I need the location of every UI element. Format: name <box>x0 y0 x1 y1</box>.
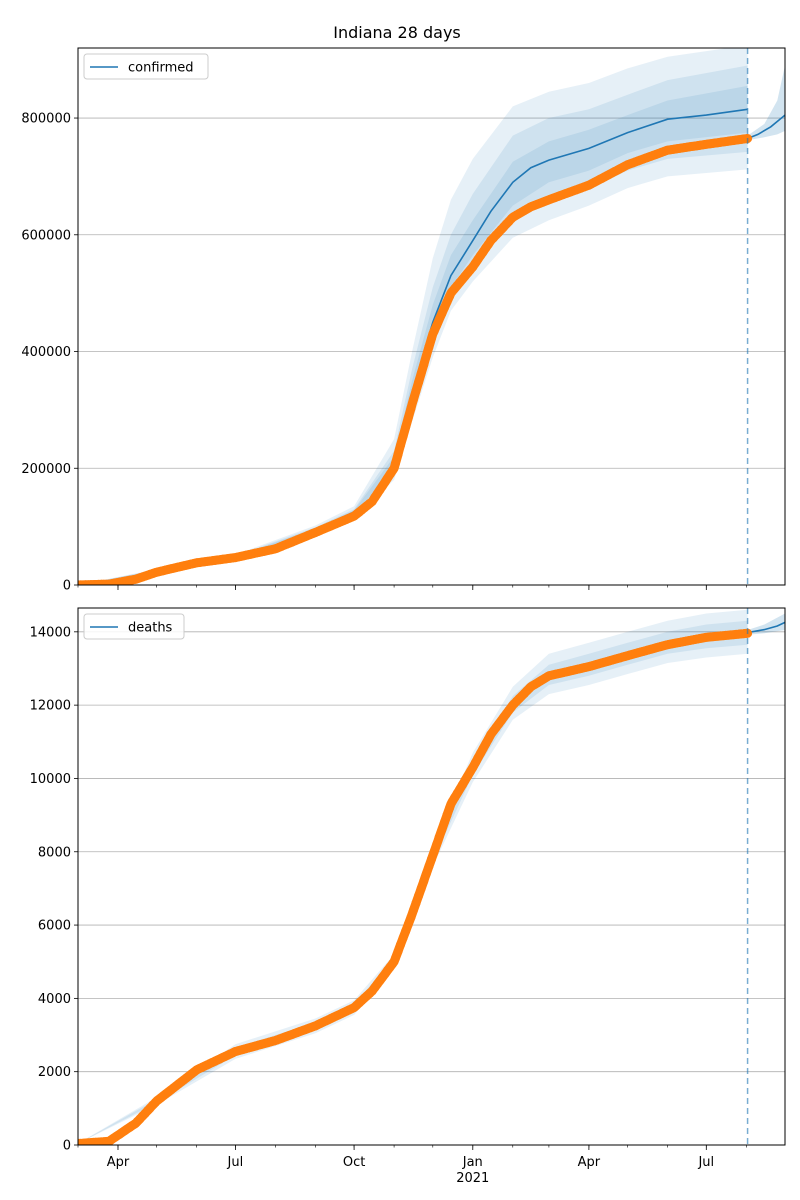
y-tick-label: 800000 <box>21 112 71 127</box>
observed-point <box>390 459 400 469</box>
observed-point <box>442 810 452 820</box>
legend-box <box>83 53 209 80</box>
plot-area <box>78 48 785 585</box>
y-tick-label: 14000 <box>30 625 71 640</box>
x-tick-label: Jul <box>227 1155 244 1170</box>
observed-point <box>741 628 751 638</box>
y-tick-label: 4000 <box>38 992 71 1007</box>
chart-title: Indiana 28 days <box>333 23 461 42</box>
forecast-line <box>747 114 785 140</box>
observed-point <box>398 431 408 441</box>
observed-point <box>419 876 429 886</box>
observed-point <box>416 368 426 378</box>
legend: deaths <box>83 613 185 640</box>
observed-point <box>427 333 436 343</box>
observed-point <box>403 413 413 423</box>
observed-markers <box>78 628 751 1145</box>
x-tick-label: Apr <box>107 1155 130 1170</box>
legend-box <box>83 613 185 640</box>
observed-point <box>414 377 424 387</box>
observed-point <box>398 933 408 943</box>
legend: confirmed <box>83 53 209 80</box>
axes-frame <box>77 607 786 1146</box>
y-tick-label: 10000 <box>30 772 71 787</box>
forecast-band <box>747 613 785 635</box>
observed-point <box>396 940 405 950</box>
observed-point <box>424 342 434 352</box>
observed-point <box>403 919 413 929</box>
observed-point <box>432 839 442 849</box>
observed-point <box>419 360 429 370</box>
observed-point <box>427 854 436 864</box>
deaths-panel: 0 2000 4000 6000 8000 10000 12000 14000 deaths <box>30 607 786 1154</box>
legend-label: confirmed <box>128 61 194 76</box>
observed-point <box>741 134 751 144</box>
y-tick-label: 0 <box>63 579 71 594</box>
observed-point <box>437 825 447 835</box>
observed-point <box>439 817 449 827</box>
forecast-band <box>747 65 785 141</box>
y-tick-label: 2000 <box>38 1065 71 1080</box>
y-tick-label: 12000 <box>30 699 71 714</box>
confidence-band <box>78 609 748 1144</box>
observed-point <box>411 386 421 396</box>
observed-point <box>416 883 426 893</box>
forecast-line <box>747 621 785 634</box>
x-year-label: 2021 <box>456 1171 489 1186</box>
x-tick-label: Oct <box>343 1155 365 1170</box>
y-tick-label: 200000 <box>21 462 71 477</box>
observed-point <box>408 905 418 915</box>
legend-label: deaths <box>128 621 173 636</box>
x-tick-label: Jan <box>462 1155 483 1170</box>
plot-area <box>78 609 785 1145</box>
observed-point <box>408 395 418 405</box>
observed-point <box>406 404 416 414</box>
observed-point <box>401 422 411 432</box>
observed-point <box>434 832 444 842</box>
x-axis: Apr Jul Oct Jan Apr Jul 2021 <box>107 1155 714 1186</box>
confirmed-panel: 0 200000 400000 600000 800000 confirmed <box>21 47 786 594</box>
y-tick-label: 8000 <box>38 845 71 860</box>
confidence-band <box>78 620 748 1144</box>
axes-frame <box>77 47 786 586</box>
observed-trace <box>78 628 753 1145</box>
observed-point <box>414 891 424 901</box>
y-tick-label: 0 <box>63 1139 71 1154</box>
observed-point <box>390 953 400 963</box>
y-tick-label: 400000 <box>21 345 71 360</box>
model-line <box>78 631 748 1145</box>
observed-point <box>424 861 434 871</box>
observed-point <box>393 947 403 956</box>
x-tick-label: Jul <box>697 1155 714 1170</box>
observed-point <box>393 450 403 459</box>
observed-point <box>411 898 421 908</box>
observed-point <box>406 913 416 922</box>
confidence-band <box>78 48 748 585</box>
observed-point <box>421 351 431 361</box>
observed-point <box>396 440 405 450</box>
observed-markers <box>78 134 751 585</box>
confidence-band <box>78 85 748 585</box>
observed-point <box>429 847 439 857</box>
x-tick-label: Apr <box>578 1155 601 1170</box>
y-tick-label: 600000 <box>21 228 71 243</box>
observed-point <box>401 926 411 936</box>
observed-point <box>421 869 431 879</box>
y-tick-label: 6000 <box>38 919 71 934</box>
